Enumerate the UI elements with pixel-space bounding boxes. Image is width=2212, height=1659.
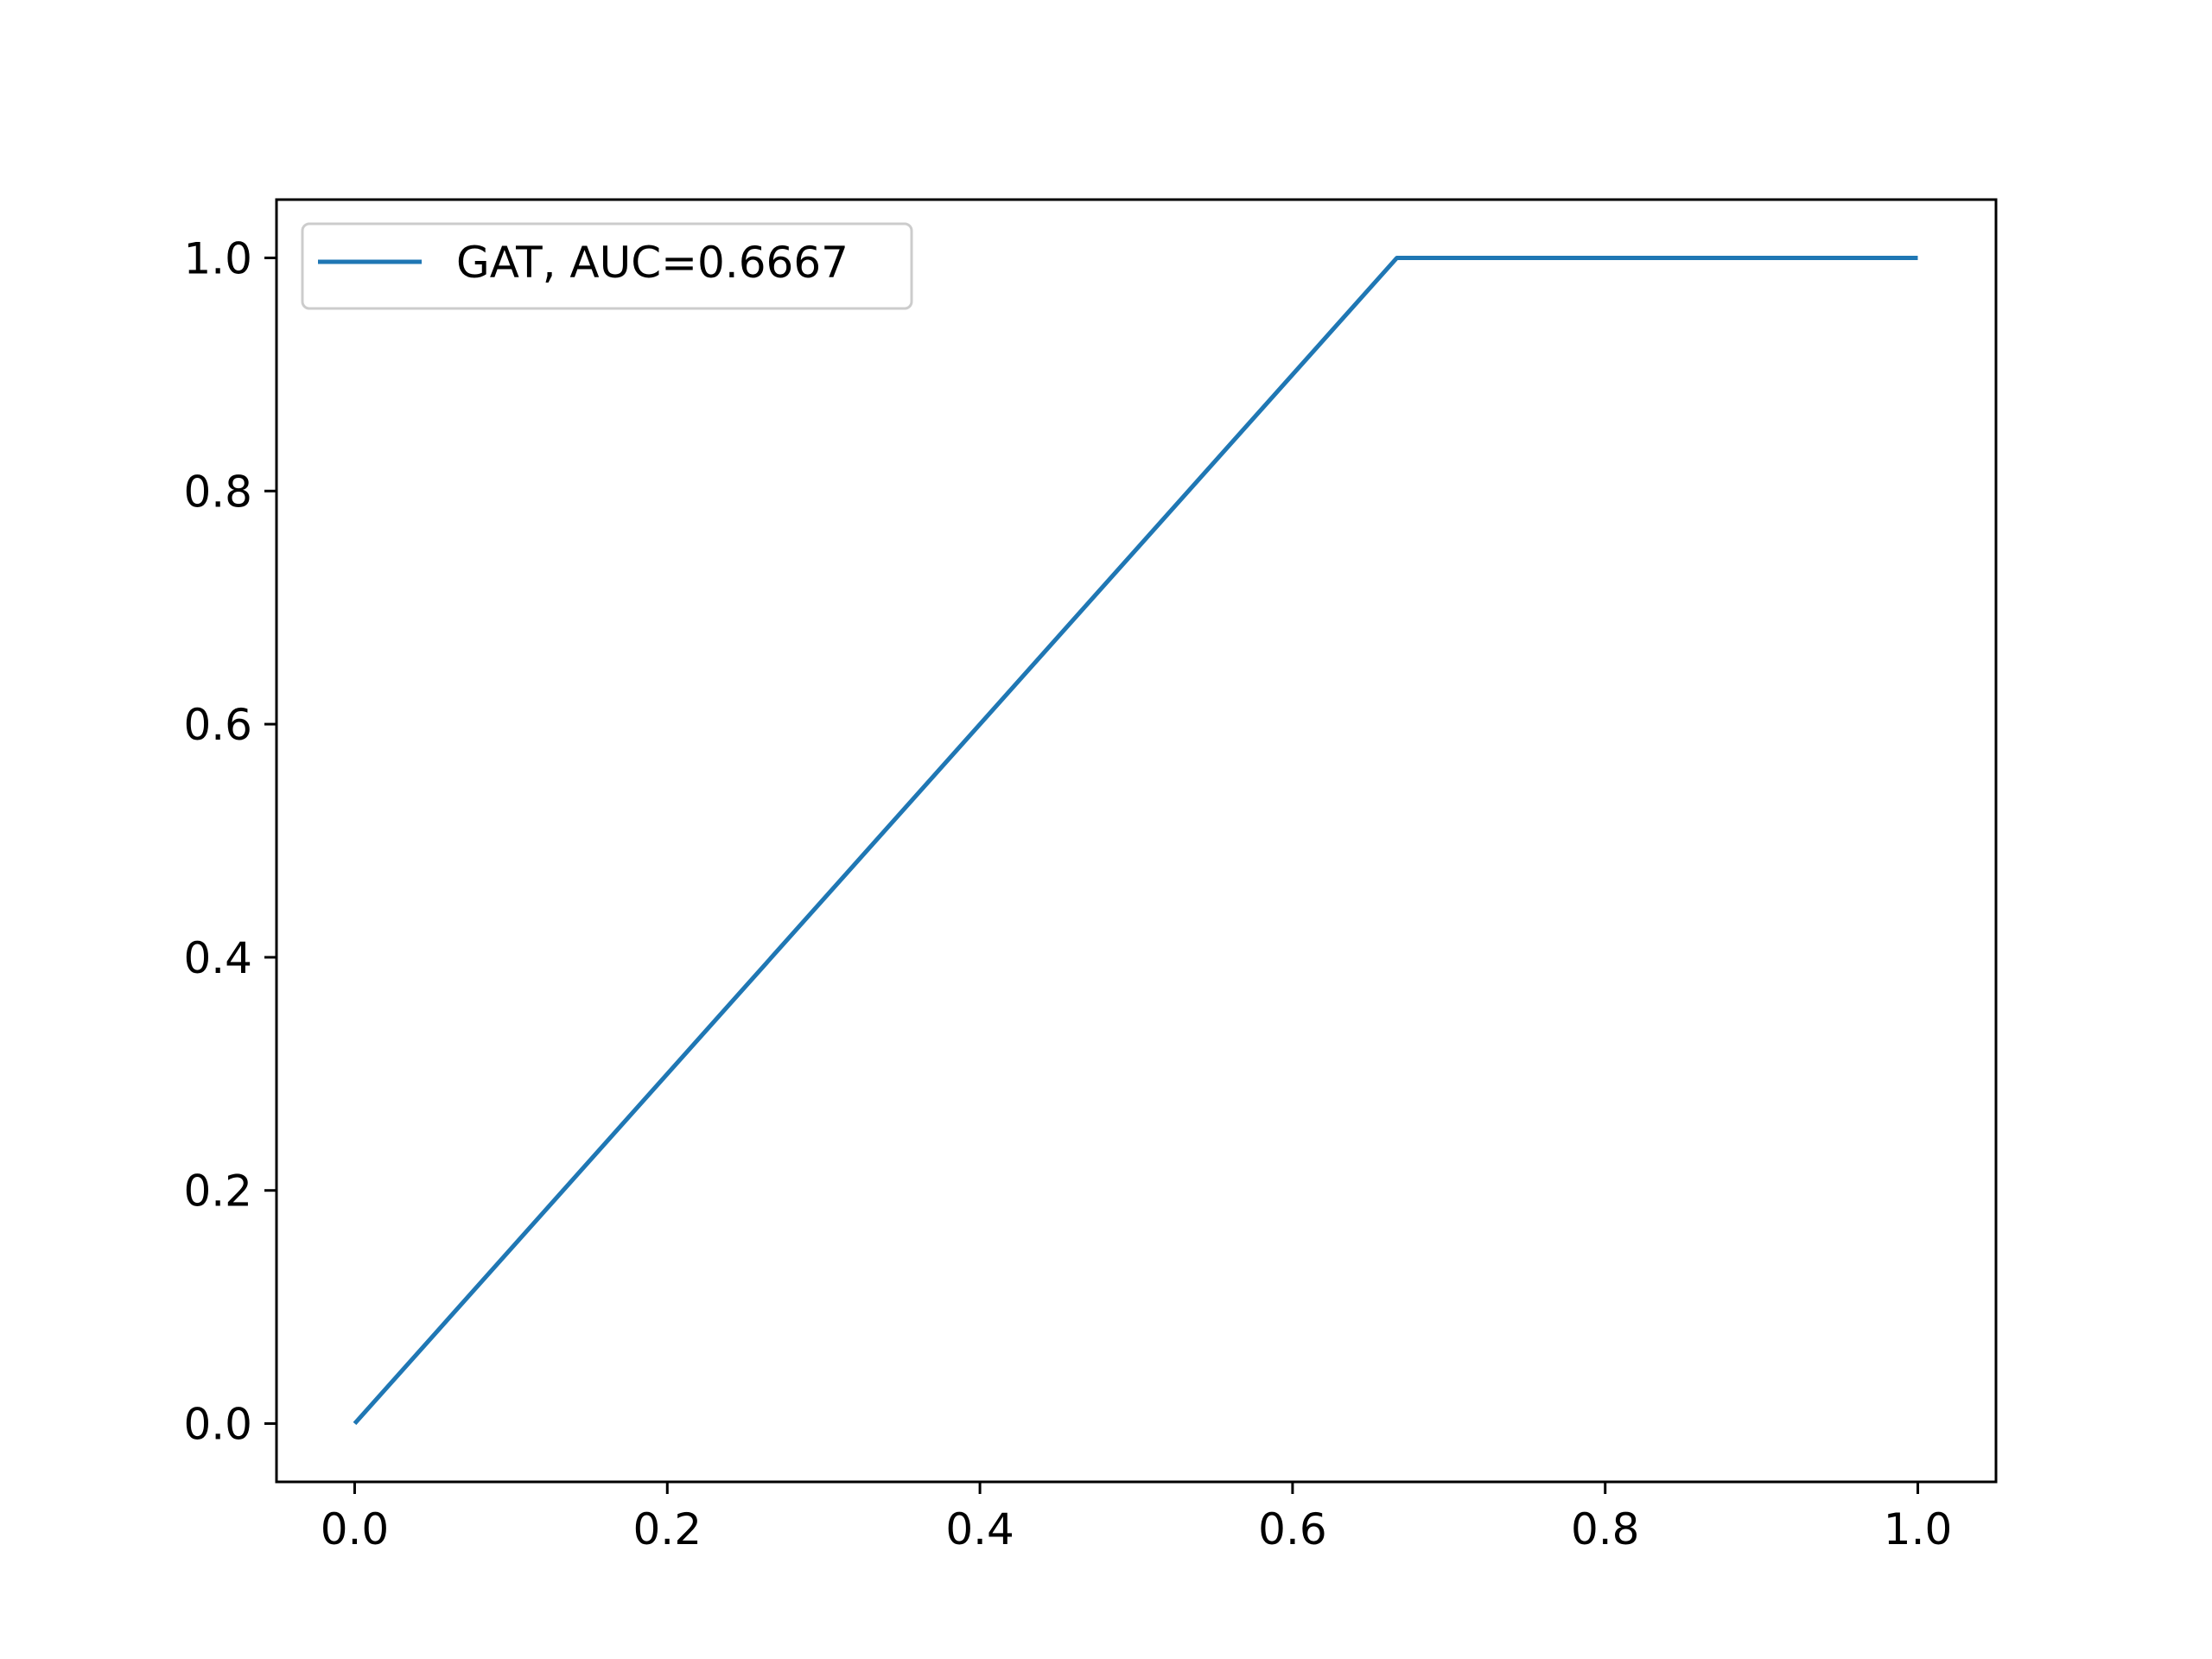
legend: GAT, AUC=0.6667	[301, 222, 913, 310]
x-tick-label: 0.0	[321, 1504, 390, 1554]
series-line-0	[353, 256, 1918, 1426]
x-axis: 0.0 0.2 0.4 0.6 0.8 1.0	[321, 1482, 1953, 1554]
y-tick-label: 0.0	[183, 1400, 252, 1450]
y-tick-label: 1.0	[183, 233, 252, 283]
legend-label: GAT, AUC=0.6667	[456, 238, 849, 288]
x-tick-label: 0.6	[1258, 1504, 1327, 1554]
y-tick-label: 0.4	[183, 933, 252, 983]
y-tick-label: 0.8	[183, 467, 252, 517]
y-tick-label: 0.6	[183, 700, 252, 750]
y-tick-label: 0.2	[183, 1166, 252, 1217]
x-tick-label: 0.2	[633, 1504, 702, 1554]
series-layer	[353, 256, 1918, 1426]
x-tick-label: 0.4	[945, 1504, 1014, 1554]
x-tick-label: 1.0	[1884, 1504, 1953, 1554]
y-axis: 0.0 0.2 0.4 0.6 0.8 1.0	[183, 233, 276, 1450]
plot-area	[276, 200, 1996, 1482]
x-tick-label: 0.8	[1571, 1504, 1640, 1554]
legend-box	[301, 222, 913, 310]
axes-frame	[275, 198, 1998, 1484]
